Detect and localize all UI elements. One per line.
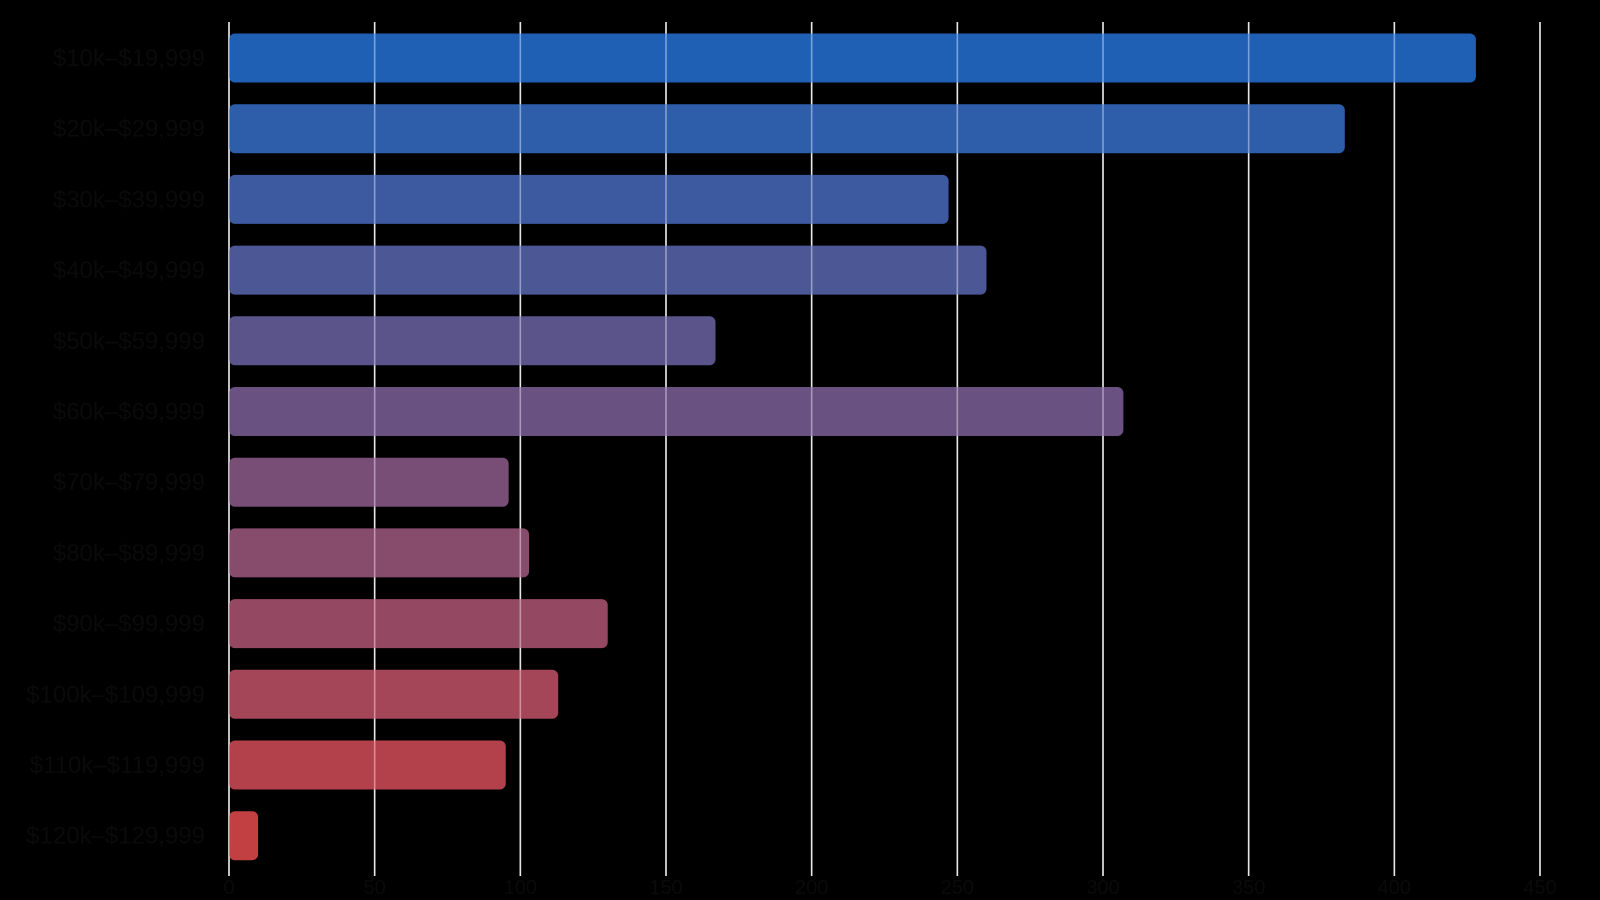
category-label: $40k–$49,999 [53,257,205,284]
category-label: $70k–$79,999 [53,469,205,496]
gridlines [228,22,1541,876]
x-tick-label: 250 [941,877,974,899]
bar [229,104,1345,154]
bar [229,316,716,366]
x-tick-label: 50 [364,877,386,899]
x-tick-label: 300 [1086,877,1119,899]
category-labels: $10k–$19,999 $20k–$29,999 $30k–$39,999 $40k… [26,45,205,850]
category-label: $120k–$129,999 [26,823,205,850]
x-tick-label: 0 [223,877,234,899]
bar [229,528,530,578]
bar [229,669,559,719]
bars [229,33,1476,861]
gridlines-overlay [228,22,1541,876]
bar [229,740,506,790]
category-label: $90k–$99,999 [53,611,205,638]
category-label: $60k–$69,999 [53,399,205,426]
bar [229,174,949,224]
bar [229,457,509,507]
x-tick-labels: 0 50 100 150 200 250 300 350 400 450 [223,877,1556,899]
category-label: $10k–$19,999 [53,45,205,72]
x-tick-label: 400 [1378,877,1411,899]
bar [229,33,1476,83]
category-label: $50k–$59,999 [53,328,205,355]
bar [229,811,259,861]
category-label: $20k–$29,999 [53,116,205,143]
x-tick-label: 450 [1523,877,1556,899]
x-tick-label: 200 [795,877,828,899]
category-label: $100k–$109,999 [26,681,205,708]
bar [229,387,1124,436]
category-label: $110k–$119,999 [30,752,205,779]
x-tick-label: 100 [504,877,537,899]
category-label: $80k–$89,999 [53,540,205,567]
bar [229,599,608,649]
category-label: $30k–$39,999 [53,186,205,213]
bar [229,245,987,295]
x-tick-label: 150 [649,877,682,899]
x-tick-label: 350 [1232,877,1265,899]
